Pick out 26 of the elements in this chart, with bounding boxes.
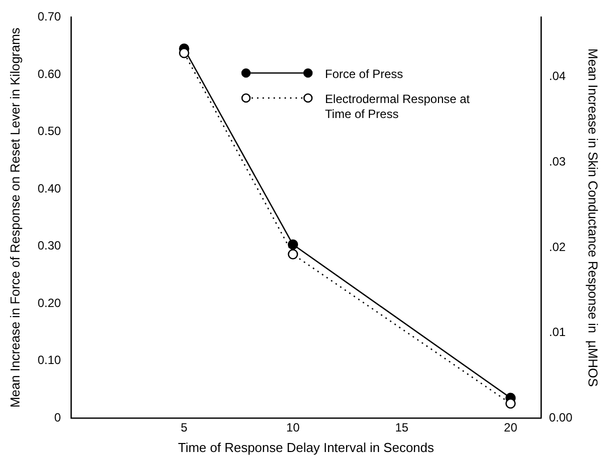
x-axis-title: Time of Response Delay Interval in Seconds xyxy=(178,440,435,455)
point xyxy=(505,398,516,409)
y-tick-label: 0.20 xyxy=(38,296,62,310)
y2-tick-label: .01 xyxy=(549,325,566,340)
y2-tick-label: .02 xyxy=(549,240,566,254)
y-tick-label: 0.50 xyxy=(38,124,62,138)
y2-tick-label: .04 xyxy=(549,69,566,84)
point xyxy=(288,239,298,250)
y-tick-label: 0.40 xyxy=(38,181,62,196)
x-tick-label: 10 xyxy=(286,420,300,435)
x-tick-label: 20 xyxy=(504,420,518,435)
x-tick-label: 15 xyxy=(395,420,409,435)
y-tick-label: 0.30 xyxy=(38,238,62,253)
y-tick-label: 0 xyxy=(54,410,62,424)
legend-label: Force of Press xyxy=(325,67,404,82)
legend-label: Electrodermal Response at Time of Press xyxy=(325,92,471,122)
y2-tick-label: 0.00 xyxy=(549,410,573,424)
y-tick-label: 0.70 xyxy=(38,10,62,24)
x-tick-label: 5 xyxy=(180,420,188,435)
point xyxy=(288,249,298,260)
y-axis-title: Mean Increase in Force of Response on Reset Lever in Kilograms xyxy=(7,27,22,408)
point xyxy=(178,48,190,58)
y-tick-label: 0.10 xyxy=(38,353,62,368)
y-tick-label: 0.60 xyxy=(38,66,62,81)
y2-axis-title: Mean Increase in Skin Conductance Response in µMHOS xyxy=(586,48,601,388)
y2-tick-label: .03 xyxy=(549,154,566,168)
